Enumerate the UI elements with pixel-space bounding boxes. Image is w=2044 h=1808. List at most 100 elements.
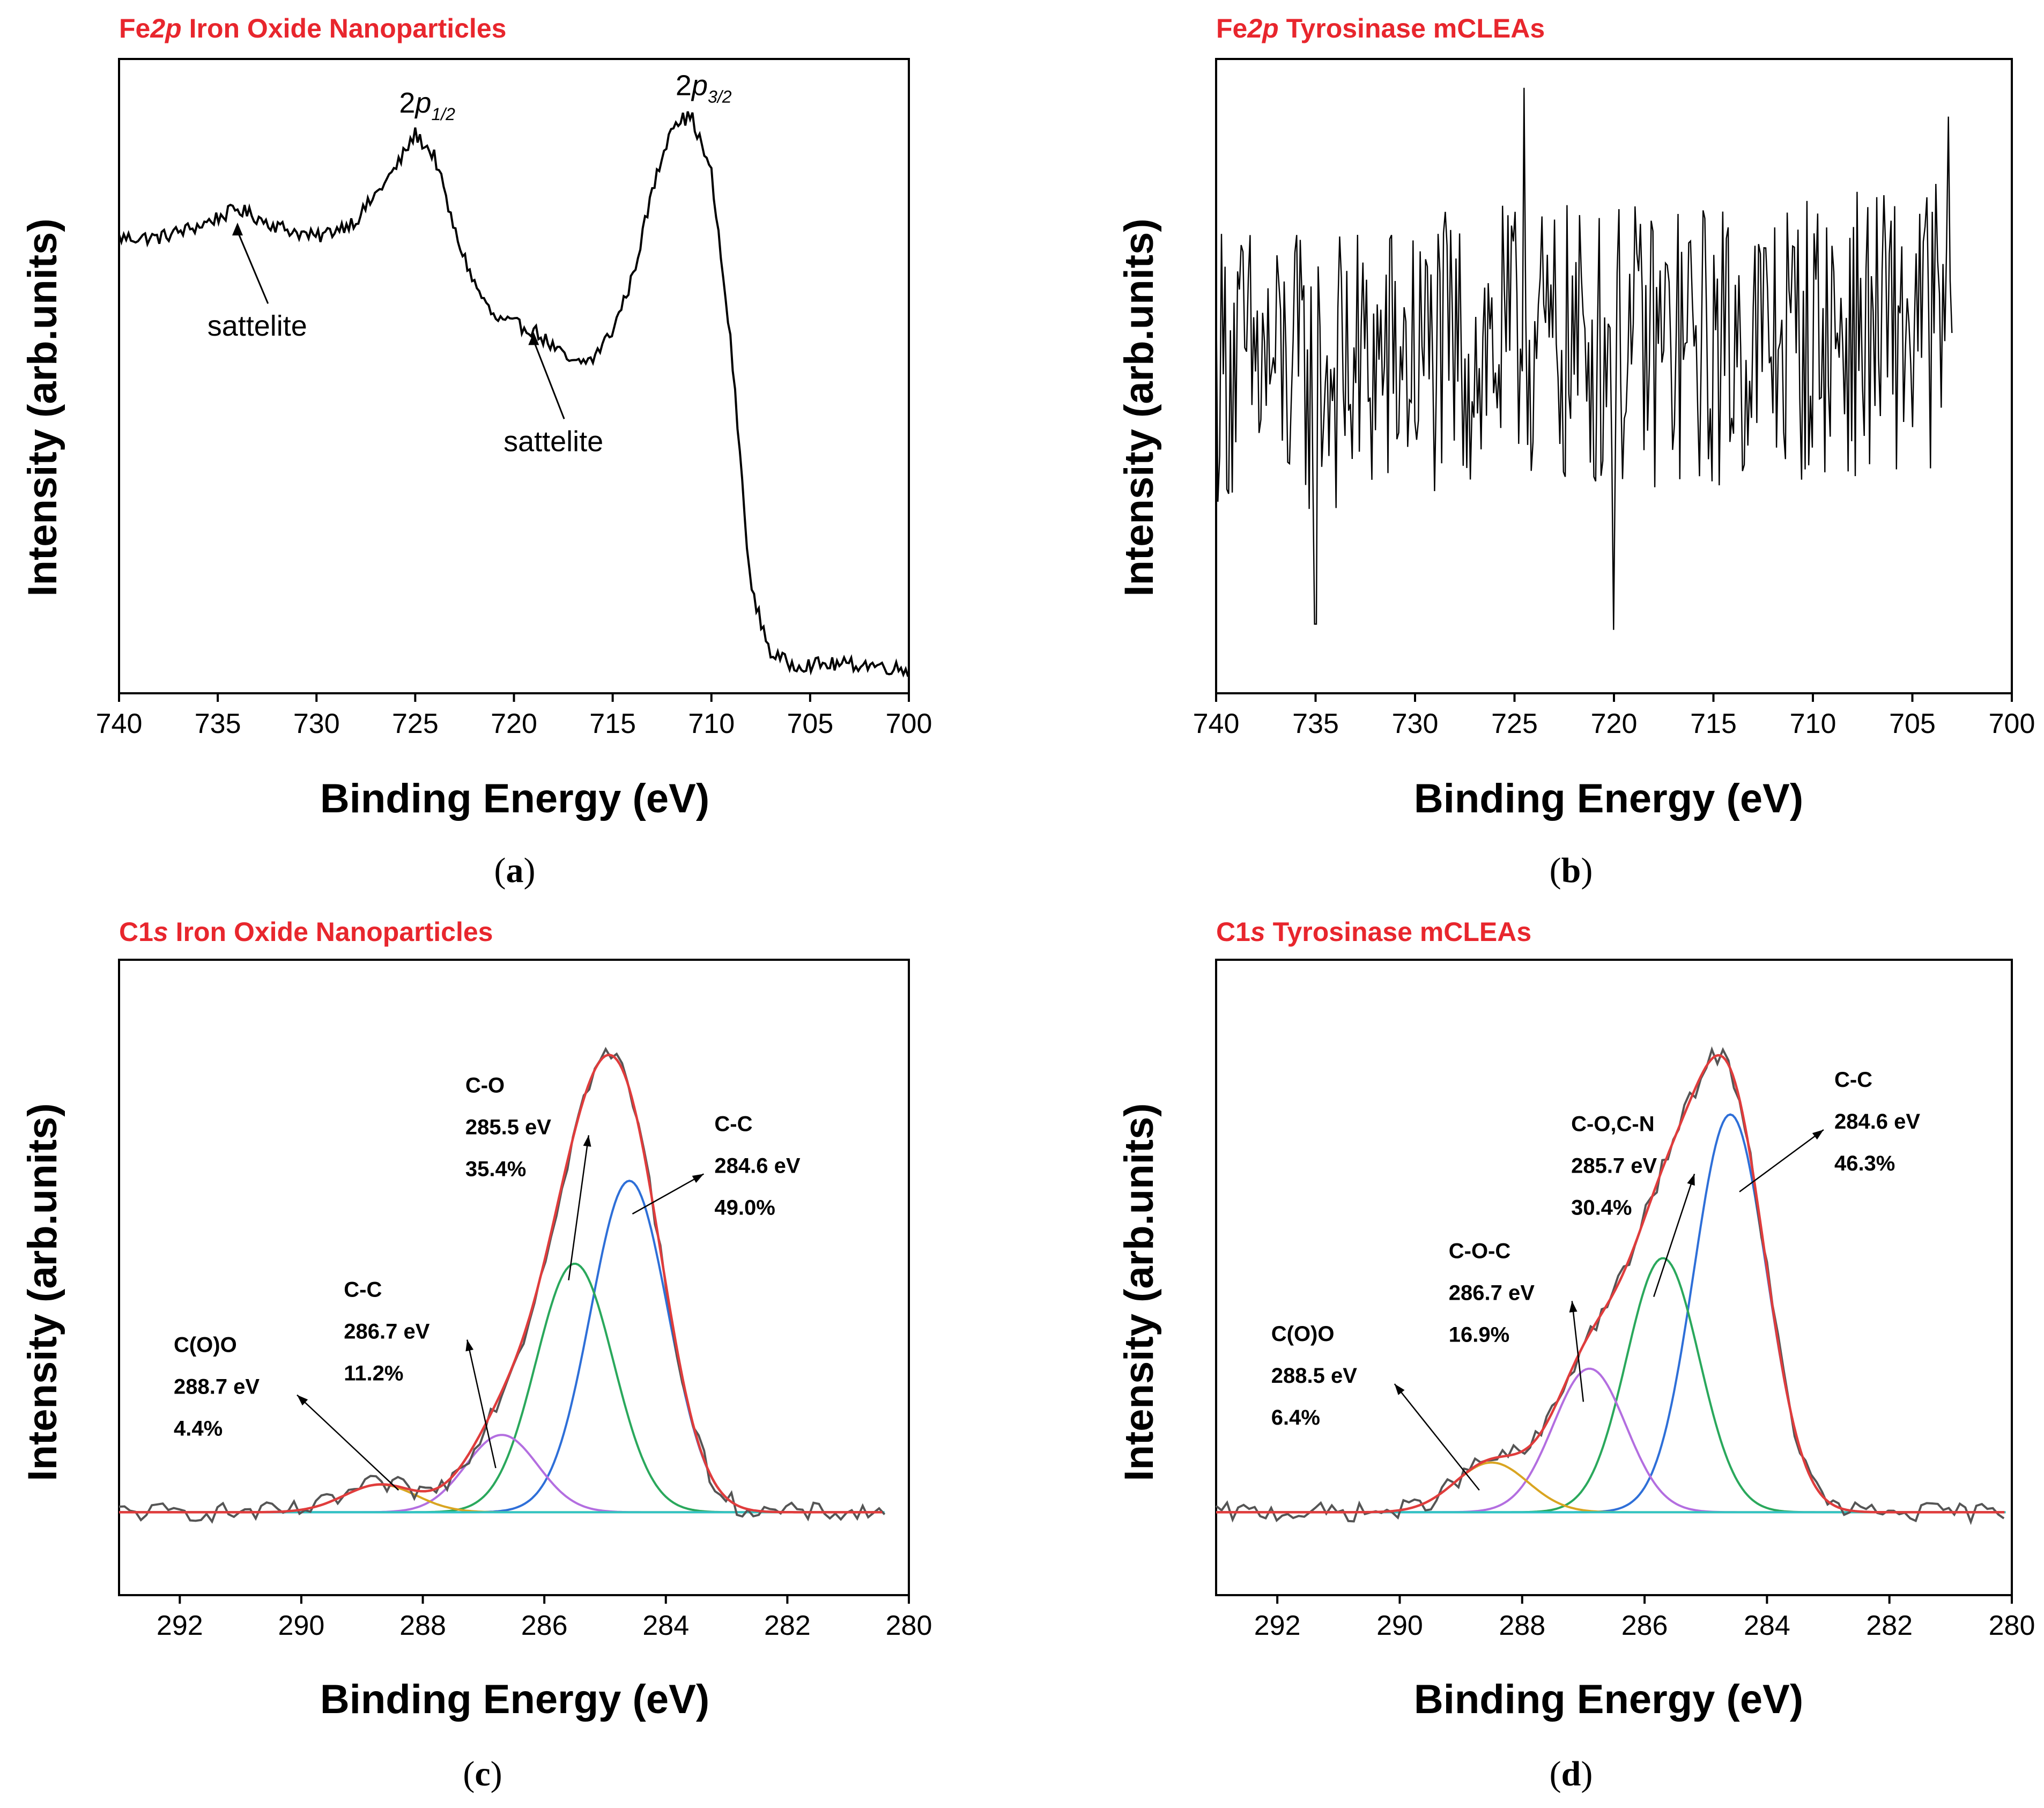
x-tick-label: 288 <box>1499 1610 1545 1641</box>
label-arrow-line <box>632 1173 705 1215</box>
peak-label-line: 30.4% <box>1571 1196 1632 1219</box>
peak-label-line: C(O)O <box>174 1333 237 1357</box>
plot-frame <box>118 959 910 1596</box>
y-axis-label: Intensity (arb.units) <box>1116 218 1162 596</box>
envelope-line <box>119 1054 883 1514</box>
panel-c: C1s Iron Oxide Nanoparticles 292 290 288 28… <box>20 917 932 1794</box>
x-tick-label: 292 <box>157 1610 203 1641</box>
peak-label-line: 284.6 eV <box>1834 1110 1920 1133</box>
annotation-arrowhead <box>528 332 539 345</box>
label-arrow-line <box>297 1394 399 1491</box>
spectrum-line <box>118 111 909 678</box>
y-axis-label: Intensity (arb.units) <box>20 1103 65 1481</box>
label-arrowhead <box>1687 1174 1695 1186</box>
x-tick-label: 286 <box>1621 1610 1668 1641</box>
x-tick-label: 710 <box>1790 708 1836 739</box>
x-axis-label: Binding Energy (eV) <box>1414 1677 1803 1722</box>
label-arrowhead <box>1569 1301 1578 1313</box>
peak-label-line: 4.4% <box>174 1417 223 1441</box>
y-axis-label: Intensity (arb.units) <box>1116 1103 1162 1481</box>
x-axis-label: Binding Energy (eV) <box>1414 776 1803 821</box>
panel-a: Fe2p Iron Oxide Nanoparticles 740 735 730 7… <box>20 13 932 890</box>
x-axis-label: Binding Energy (eV) <box>320 776 709 821</box>
x-tick-label: 292 <box>1254 1610 1301 1641</box>
peak-label-line: 288.5 eV <box>1271 1364 1357 1388</box>
panel-caption: (b) <box>1550 851 1593 890</box>
peak-label: 2p1/2 <box>399 87 455 124</box>
x-tick-label: 700 <box>886 708 932 739</box>
panel-b: Fe2p Tyrosinase mCLEAs 740 735 730 725 720 71… <box>1116 13 2035 890</box>
x-tick-label: 705 <box>787 708 833 739</box>
label-arrow-line <box>466 1339 497 1469</box>
plot-frame <box>118 58 910 694</box>
x-tick-label: 725 <box>1491 708 1538 739</box>
plot-area: 292 290 288 286 284 282 280 C-C 284.6 eV 49.0% C-O… <box>118 959 932 1641</box>
annotation-arrowhead <box>232 223 243 236</box>
label-arrowhead <box>465 1339 474 1352</box>
annotation-arrow-line <box>532 340 565 419</box>
label-arrowhead <box>692 1174 704 1183</box>
component-line <box>1216 1367 2005 1514</box>
label-arrowhead <box>1812 1130 1824 1140</box>
spectrum-line <box>1215 87 1953 630</box>
panel-title: Fe2p Iron Oxide Nanoparticles <box>119 13 506 43</box>
peak-label-line: 49.0% <box>714 1196 775 1219</box>
x-tick-label: 288 <box>399 1610 446 1641</box>
plot-frame <box>1215 959 2013 1596</box>
x-tick-label: 735 <box>195 708 241 739</box>
panel-caption: (c) <box>463 1754 502 1794</box>
envelope-line <box>1216 1054 2005 1514</box>
peak-label-line: 286.7 eV <box>1449 1281 1535 1305</box>
x-tick-label: 715 <box>1690 708 1737 739</box>
peak-label-line: C-O-C <box>1449 1239 1511 1263</box>
annotation-label: sattelite <box>208 310 307 342</box>
peak-label-line: 284.6 eV <box>714 1154 800 1177</box>
panel-caption: (a) <box>494 851 536 890</box>
annotation-arrow-line <box>236 231 269 304</box>
peak-label-line: C-O,C-N <box>1571 1112 1655 1136</box>
x-tick-label: 740 <box>1193 708 1240 739</box>
x-tick-label: 725 <box>392 708 439 739</box>
peak-label-line: 288.7 eV <box>174 1375 260 1399</box>
x-tick-label: 705 <box>1889 708 1936 739</box>
panel-title: C1s Iron Oxide Nanoparticles <box>119 917 493 947</box>
x-tick-label: 715 <box>589 708 636 739</box>
plot-area: 740 735 730 725 720 715 710 705 700 2p1/2 2p3/2 sat… <box>96 58 932 739</box>
panel-caption: (d) <box>1550 1754 1593 1794</box>
x-tick-label: 740 <box>96 708 143 739</box>
peak-label-line: C-C <box>1834 1068 1872 1092</box>
label-arrow-line <box>568 1135 590 1280</box>
plot-area: 740 735 730 725 720 715 710 705 700 <box>1193 58 2035 739</box>
peak-label-line: C(O)O <box>1271 1322 1335 1346</box>
x-tick-label: 282 <box>764 1610 811 1641</box>
panel-title: Fe2p Tyrosinase mCLEAs <box>1216 13 1545 43</box>
peak-label-line: 35.4% <box>465 1157 526 1181</box>
x-tick-label: 290 <box>1376 1610 1423 1641</box>
x-tick-label: 284 <box>1744 1610 1790 1641</box>
peak-label-line: 285.5 eV <box>465 1115 551 1139</box>
x-tick-label: 290 <box>278 1610 325 1641</box>
x-tick-label: 280 <box>1989 1610 2035 1641</box>
peak-label: 2p3/2 <box>676 70 732 107</box>
peak-label-line: 286.7 eV <box>344 1320 429 1344</box>
peak-label-line: 16.9% <box>1449 1323 1509 1346</box>
x-tick-label: 282 <box>1866 1610 1913 1641</box>
peak-label-line: 11.2% <box>344 1362 403 1385</box>
x-tick-label: 720 <box>491 708 537 739</box>
label-arrowhead <box>297 1395 308 1406</box>
panel-d: C1s Tyrosinase mCLEAs 292 290 288 286 284 282… <box>1116 917 2035 1794</box>
component-line <box>1216 1461 2005 1514</box>
x-tick-label: 286 <box>521 1610 568 1641</box>
label-arrowhead <box>583 1135 591 1147</box>
peak-label-line: 46.3% <box>1834 1152 1895 1175</box>
x-tick-label: 710 <box>688 708 735 739</box>
peak-label-line: C-C <box>714 1112 752 1136</box>
peak-label-line: C-C <box>344 1278 382 1302</box>
label-arrowhead <box>1394 1384 1405 1395</box>
peak-label-line: 6.4% <box>1271 1406 1320 1429</box>
x-tick-label: 720 <box>1591 708 1638 739</box>
label-arrow-line <box>1571 1301 1584 1402</box>
panel-title: C1s Tyrosinase mCLEAs <box>1216 917 1531 947</box>
peak-label-line: 285.7 eV <box>1571 1154 1657 1177</box>
raw-data-line <box>119 1047 886 1524</box>
